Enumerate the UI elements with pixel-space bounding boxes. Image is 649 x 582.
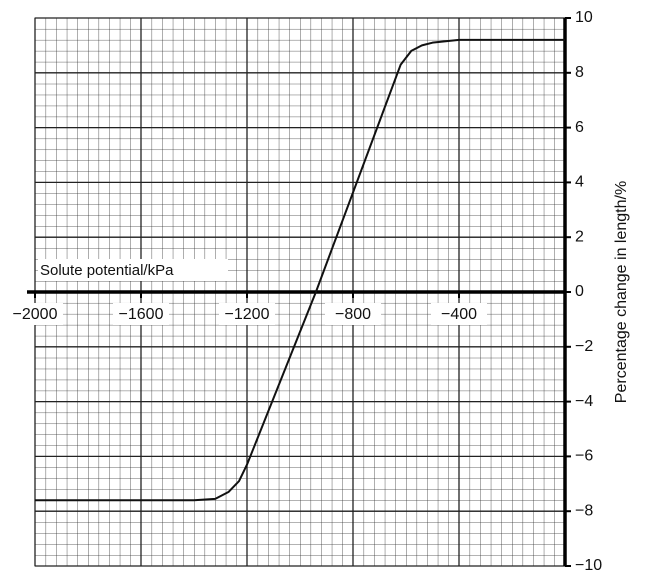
x-tick-label-bg: [325, 303, 381, 325]
x-tick-label: −1200: [225, 306, 270, 323]
x-tick-label-bg: [113, 303, 169, 325]
y-tick-label: 4: [575, 174, 584, 191]
y-tick-label: 8: [575, 64, 584, 81]
y-tick-label: −2: [575, 338, 593, 355]
x-tick-label-bg: [219, 303, 275, 325]
x-tick-label: −800: [335, 306, 371, 323]
x-tick-label: −400: [441, 306, 477, 323]
y-axis-label: Percentage change in length/%: [613, 181, 630, 403]
x-tick-label: −1600: [119, 306, 164, 323]
x-tick-label: −2000: [13, 306, 58, 323]
y-tick-label: −8: [575, 502, 593, 519]
y-tick-label: −4: [575, 393, 593, 410]
x-axis-label: Solute potential/kPa: [40, 262, 174, 279]
x-tick-label-bg: [431, 303, 487, 325]
data-line: [35, 38, 565, 502]
y-tick-label: −10: [575, 557, 602, 574]
y-tick-label: 0: [575, 283, 584, 300]
y-tick-label: 6: [575, 119, 584, 136]
x-tick-label-bg: [7, 303, 63, 325]
y-tick-label: 10: [575, 9, 593, 26]
y-tick-label: −6: [575, 448, 593, 465]
y-tick-label: 2: [575, 228, 584, 245]
x-label-bg: [38, 259, 228, 281]
